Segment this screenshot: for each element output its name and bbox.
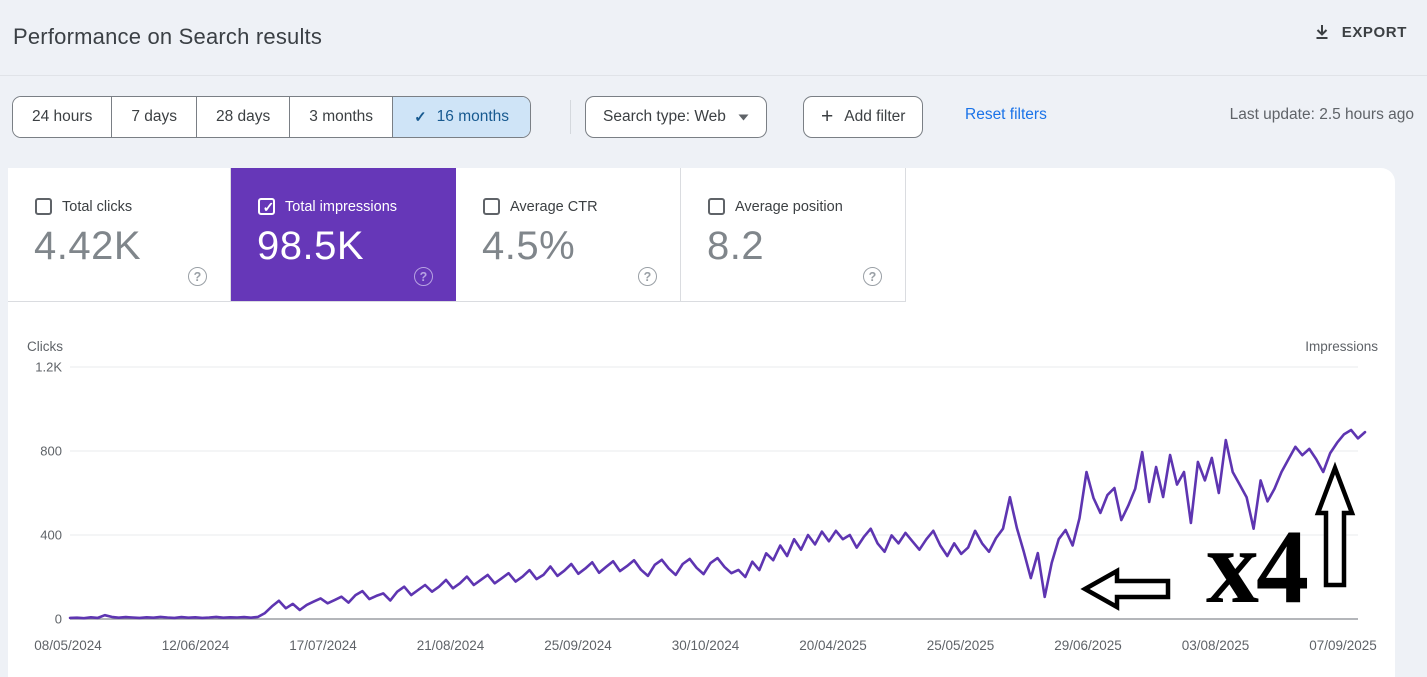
caret-down-icon <box>738 114 749 120</box>
main-panel: ✓ Total clicks 4.42K ? ✓ Total impressio… <box>8 168 1395 677</box>
check-icon: ✓ <box>414 109 427 126</box>
left-axis-title: Clicks <box>27 339 63 354</box>
metric-label: Average CTR <box>510 198 598 215</box>
svg-text:12/06/2024: 12/06/2024 <box>162 638 230 653</box>
metric-card-average-ctr[interactable]: ✓ Average CTR 4.5% ? <box>456 168 681 301</box>
svg-text:07/09/2025: 07/09/2025 <box>1309 638 1377 653</box>
date-range-16-months[interactable]: ✓ 16 months <box>393 97 531 137</box>
checkbox-unchecked[interactable]: ✓ <box>708 198 725 215</box>
svg-text:400: 400 <box>40 528 62 543</box>
add-filter-label: Add filter <box>844 108 906 125</box>
svg-text:21/08/2024: 21/08/2024 <box>417 638 485 653</box>
svg-text:29/06/2025: 29/06/2025 <box>1054 638 1122 653</box>
svg-text:08/05/2024: 08/05/2024 <box>34 638 102 653</box>
checkbox-checked[interactable]: ✓ <box>258 198 275 215</box>
chart-gridlines <box>70 366 1358 620</box>
svg-text:20/04/2025: 20/04/2025 <box>799 638 867 653</box>
help-icon[interactable]: ? <box>863 267 882 286</box>
metric-label: Average position <box>735 198 843 215</box>
svg-text:30/10/2024: 30/10/2024 <box>672 638 740 653</box>
checkbox-unchecked[interactable]: ✓ <box>35 198 52 215</box>
search-type-label: Search type: Web <box>603 108 726 125</box>
download-icon <box>1316 25 1328 39</box>
svg-text:25/05/2025: 25/05/2025 <box>927 638 995 653</box>
last-update-text: Last update: 2.5 hours ago <box>1229 106 1414 123</box>
svg-text:25/09/2024: 25/09/2024 <box>544 638 612 653</box>
add-filter-button[interactable]: + Add filter <box>803 96 924 138</box>
export-button[interactable]: EXPORT <box>1312 22 1407 42</box>
metric-value: 98.5K <box>257 224 365 268</box>
date-range-label: 7 days <box>131 108 177 125</box>
date-range-3-months[interactable]: 3 months <box>290 97 394 137</box>
toolbar-divider <box>570 100 571 134</box>
help-icon[interactable]: ? <box>188 267 207 286</box>
metric-label: Total clicks <box>62 198 133 215</box>
impressions-line-series <box>68 428 1367 620</box>
chart-y-tick-labels: 1.2K 800 400 0 <box>35 360 62 627</box>
filter-toolbar: 24 hours 7 days 28 days 3 months ✓ 16 mo… <box>0 96 1427 138</box>
metric-value: 8.2 <box>707 224 765 268</box>
date-range-24-hours[interactable]: 24 hours <box>13 97 113 137</box>
svg-text:1.2K: 1.2K <box>35 360 62 375</box>
metric-card-average-position[interactable]: ✓ Average position 8.2 ? <box>681 168 906 301</box>
svg-text:800: 800 <box>40 444 62 459</box>
left-arrow-annotation <box>1080 567 1171 611</box>
svg-text:17/07/2024: 17/07/2024 <box>289 638 357 653</box>
right-axis-title: Impressions <box>1305 339 1378 354</box>
checkbox-check-icon: ✓ <box>262 199 275 215</box>
metric-card-total-clicks[interactable]: ✓ Total clicks 4.42K ? <box>8 168 231 301</box>
date-range-28-days[interactable]: 28 days <box>197 97 291 137</box>
reset-filters-link[interactable]: Reset filters <box>965 106 1047 123</box>
header: Performance on Search results EXPORT <box>0 0 1427 76</box>
date-range-label: 24 hours <box>32 108 93 125</box>
date-range-label: 3 months <box>309 108 374 125</box>
performance-chart[interactable]: Clicks Impressions 1.2K 800 400 0 08/05/202… <box>0 335 1400 677</box>
svg-text:0: 0 <box>55 612 62 627</box>
x4-annotation: x4 <box>1206 508 1308 625</box>
search-type-dropdown[interactable]: Search type: Web <box>585 96 767 138</box>
date-range-7-days[interactable]: 7 days <box>112 97 197 137</box>
svg-text:03/08/2025: 03/08/2025 <box>1182 638 1250 653</box>
date-range-label: 28 days <box>216 108 271 125</box>
metric-value: 4.5% <box>482 224 576 268</box>
metric-cards: ✓ Total clicks 4.42K ? ✓ Total impressio… <box>8 168 906 302</box>
metric-value: 4.42K <box>34 224 142 268</box>
help-icon[interactable]: ? <box>638 267 657 286</box>
metric-label: Total impressions <box>285 198 398 215</box>
page-title: Performance on Search results <box>13 24 323 49</box>
checkbox-unchecked[interactable]: ✓ <box>483 198 500 215</box>
plus-icon: + <box>821 104 834 128</box>
date-range-selector: 24 hours 7 days 28 days 3 months ✓ 16 mo… <box>12 96 532 138</box>
help-icon[interactable]: ? <box>414 267 433 286</box>
date-range-label: 16 months <box>436 108 510 125</box>
up-arrow-annotation <box>1314 461 1356 588</box>
chart-x-tick-labels: 08/05/2024 12/06/2024 17/07/2024 21/08/2024… <box>34 638 1377 653</box>
metric-card-total-impressions[interactable]: ✓ Total impressions 98.5K ? <box>231 168 456 301</box>
export-label: EXPORT <box>1341 23 1407 41</box>
